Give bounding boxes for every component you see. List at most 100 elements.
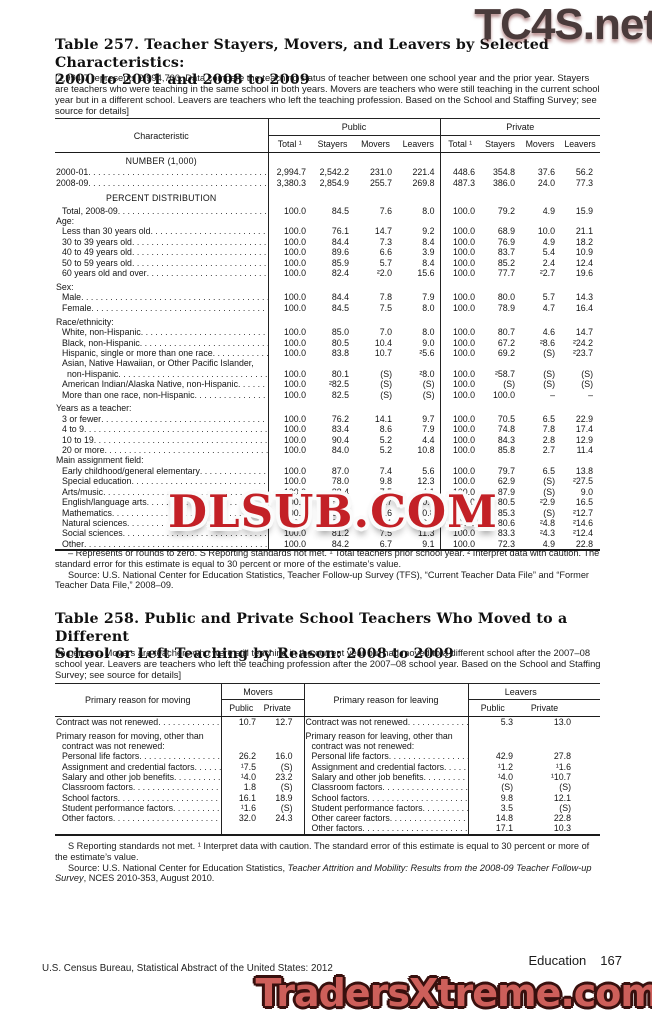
row-label-text: 60 years old and over	[62, 268, 147, 279]
cell-value: 23.2	[275, 771, 293, 782]
row-label-text: Contract was not renewed	[56, 717, 159, 727]
cell-empty	[560, 153, 600, 168]
cell-value: 4.4	[422, 434, 435, 445]
column-header-private-movers: Movers	[520, 135, 561, 153]
cell-value	[439, 216, 481, 227]
row-label-text: Student performance factors	[62, 802, 173, 813]
row-label: Social sciences	[55, 528, 268, 538]
cell-value	[354, 403, 397, 413]
cell-value: 83.8	[331, 347, 349, 358]
cell-value: 15.9	[575, 205, 594, 216]
cell-value: 100.0	[267, 205, 311, 217]
section-header: NUMBER (1,000)	[125, 156, 197, 166]
cell-value: 76.1	[331, 226, 349, 237]
table-257-row: Black, non-Hispanic 100.0 80.5 10.4 9.0 100.0…	[55, 337, 600, 348]
row-label: 2008-09	[55, 178, 268, 188]
cell-value: 10.8	[417, 507, 435, 518]
cell-value	[397, 282, 440, 292]
row-label-flex: Classroom factors	[62, 782, 221, 792]
row-label-flex: 30 to 39 years old	[62, 237, 268, 247]
cell-value: 100.0	[267, 486, 311, 498]
table-257-bracket-note: [2,994.7 represents 2,994,700. Data comp…	[55, 72, 600, 116]
cell-value: 56.2	[575, 167, 594, 178]
table-258-source: Source: U.S. National Center for Educati…	[55, 863, 601, 885]
cell-empty	[439, 399, 481, 404]
cell-value: 100.0	[267, 507, 311, 518]
cell-value: (S)	[581, 379, 594, 390]
table-257-row: American Indian/Alaska Native, non-Hispa…	[55, 379, 600, 390]
cell-value: 5.2	[379, 445, 392, 456]
cell-value: 76.9	[497, 236, 516, 247]
dot-leader	[390, 813, 468, 823]
row-label-text: 50 to 59 years old	[62, 257, 132, 268]
cell-value	[311, 403, 354, 413]
cell-value: 100.0	[267, 465, 311, 477]
dot-leader	[195, 390, 268, 400]
cell-value	[354, 216, 397, 226]
cell-value: ²12.7	[572, 507, 594, 518]
table-257-row: 2008-09 3,380.3 2,854.9 255.7 269.8 487.3 386.…	[55, 177, 600, 189]
cell-value: 70.5	[497, 413, 516, 424]
dot-leader	[132, 237, 268, 247]
cell-value: –	[550, 389, 556, 400]
cell-value: 100.0	[267, 257, 311, 269]
cell-value: 100.0	[439, 413, 481, 425]
cell-value: 9.0	[422, 337, 435, 348]
cell-value: ¹7.5	[220, 761, 261, 772]
table-257-row: Male 100.0 84.4 7.8 7.9 100.0 80.0 5.7 14.3	[55, 292, 600, 303]
row-label-flex: Contract was not renewed	[56, 717, 221, 727]
section-header: PERCENT DISTRIBUTION	[106, 193, 217, 204]
row-label: Personal life factors	[55, 751, 221, 761]
cell-value	[311, 455, 354, 465]
cell-value	[220, 730, 261, 742]
cell-value: (S)	[422, 389, 435, 400]
cell-value: 100.0	[267, 247, 311, 258]
cell-value	[267, 216, 311, 227]
cell-value: 5.6	[422, 465, 435, 476]
row-label-text: Classroom factors	[62, 782, 133, 793]
row-label-text: More than one race, non-Hispanic	[62, 389, 195, 400]
row-label-text: Classroom factors	[311, 782, 383, 793]
row-label-flex: Student performance factors	[312, 803, 468, 813]
dot-leader	[147, 497, 268, 507]
cell-value: 16.1	[220, 792, 261, 803]
row-label-text: Salary and other job benefits	[311, 771, 424, 782]
cell-value	[480, 358, 520, 368]
cell-value: 100.0	[439, 205, 481, 217]
row-label: Male	[55, 292, 268, 302]
table-257-row: Natural sciences 100.0 79.9 8.1 12.0 100.0 80.…	[55, 517, 600, 529]
cell-value: 22.8	[575, 538, 594, 549]
cell-value: 84.5	[331, 205, 349, 216]
row-label-text: Contract was not renewed	[305, 717, 408, 727]
cell-value: ²58.7	[494, 368, 516, 379]
table-258-title-line2: School or Left Teaching by Reason: 2008 …	[55, 646, 454, 662]
cell-value: 100.0	[439, 528, 481, 539]
dot-leader	[200, 466, 268, 476]
row-label: School factors	[303, 792, 469, 803]
dot-leader	[132, 247, 268, 257]
cell-value: 100.0	[439, 268, 481, 279]
cell-value	[261, 741, 304, 751]
cell-value: ¹1.6	[555, 761, 572, 772]
cell-value: (S)	[543, 507, 556, 518]
cell-value: 2.4	[542, 257, 556, 268]
column-header-private-stayers: Stayers	[480, 135, 521, 153]
cell-value: (S)	[380, 368, 392, 379]
dot-leader	[158, 717, 220, 727]
row-label-flex: 10 to 19	[62, 435, 268, 445]
cell-empty	[267, 399, 311, 404]
row-label: Other	[55, 539, 268, 550]
dot-leader	[174, 772, 221, 782]
table-257-title-line1: Table 257. Teacher Stayers, Movers, and …	[55, 37, 550, 71]
dot-leader	[103, 487, 267, 497]
cell-value: 7.6	[379, 507, 392, 518]
row-label-flex: Personal life factors	[62, 751, 221, 761]
cell-value: 12.0	[417, 517, 435, 528]
cell-value: 78.0	[331, 476, 349, 487]
row-label-flex: Salary and other job benefits	[312, 772, 468, 782]
cell-value: 6.7	[379, 538, 392, 549]
cell-value: 100.0	[267, 445, 311, 456]
dot-leader	[140, 338, 268, 348]
row-label: Less than 30 years old	[55, 226, 268, 236]
dot-leader	[84, 424, 267, 434]
